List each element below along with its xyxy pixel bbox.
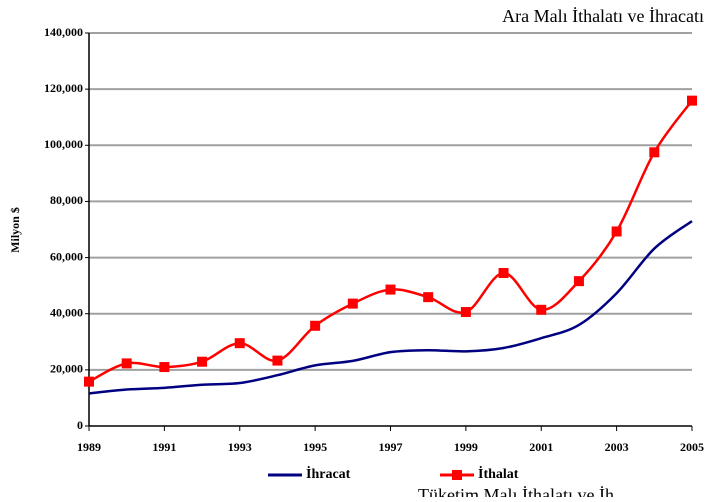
marker xyxy=(347,298,358,309)
x-tick-label: 1993 xyxy=(228,440,252,454)
x-tick-label: 2003 xyxy=(605,440,629,454)
legend-marker xyxy=(452,470,462,480)
marker xyxy=(573,276,584,287)
legend-label: İhracat xyxy=(306,465,351,482)
marker xyxy=(197,356,208,367)
y-axis-label: Milyon $ xyxy=(8,207,22,253)
x-tick-label: 2001 xyxy=(529,440,553,454)
y-tick-label: 140,000 xyxy=(44,25,83,39)
line xyxy=(88,220,693,395)
marker xyxy=(310,320,321,331)
x-tick-label: 1991 xyxy=(152,440,176,454)
marker xyxy=(121,358,132,369)
marker xyxy=(498,268,509,279)
marker xyxy=(423,292,434,303)
marker xyxy=(687,95,697,106)
y-tick-label: 60,000 xyxy=(50,249,83,263)
marker xyxy=(611,226,622,237)
y-tick-label: 80,000 xyxy=(50,193,83,207)
chart-title: Ara Malı İthalatı ve İhracatı xyxy=(502,6,704,26)
legend-label: İthalat xyxy=(478,465,519,482)
y-tick-label: 120,000 xyxy=(44,81,83,95)
marker xyxy=(234,338,245,349)
y-tick-label: 0 xyxy=(77,418,83,432)
x-tick-label: 1989 xyxy=(77,440,101,454)
x-tick-label: 2005 xyxy=(680,440,704,454)
y-tick-label: 40,000 xyxy=(50,305,83,319)
annotation: Tüketim Malı İthalatı ve İh xyxy=(418,485,614,497)
marker xyxy=(649,147,660,158)
marker xyxy=(536,304,547,315)
line xyxy=(88,99,694,383)
x-tick-label: 1997 xyxy=(379,440,403,454)
x-tick-label: 1995 xyxy=(303,440,327,454)
y-tick-label: 100,000 xyxy=(44,137,83,151)
marker xyxy=(460,307,471,318)
marker xyxy=(272,355,283,366)
marker xyxy=(385,284,396,295)
x-tick-label: 1999 xyxy=(454,440,478,454)
marker xyxy=(159,362,170,373)
marker xyxy=(84,376,94,387)
y-tick-label: 20,000 xyxy=(50,362,83,376)
